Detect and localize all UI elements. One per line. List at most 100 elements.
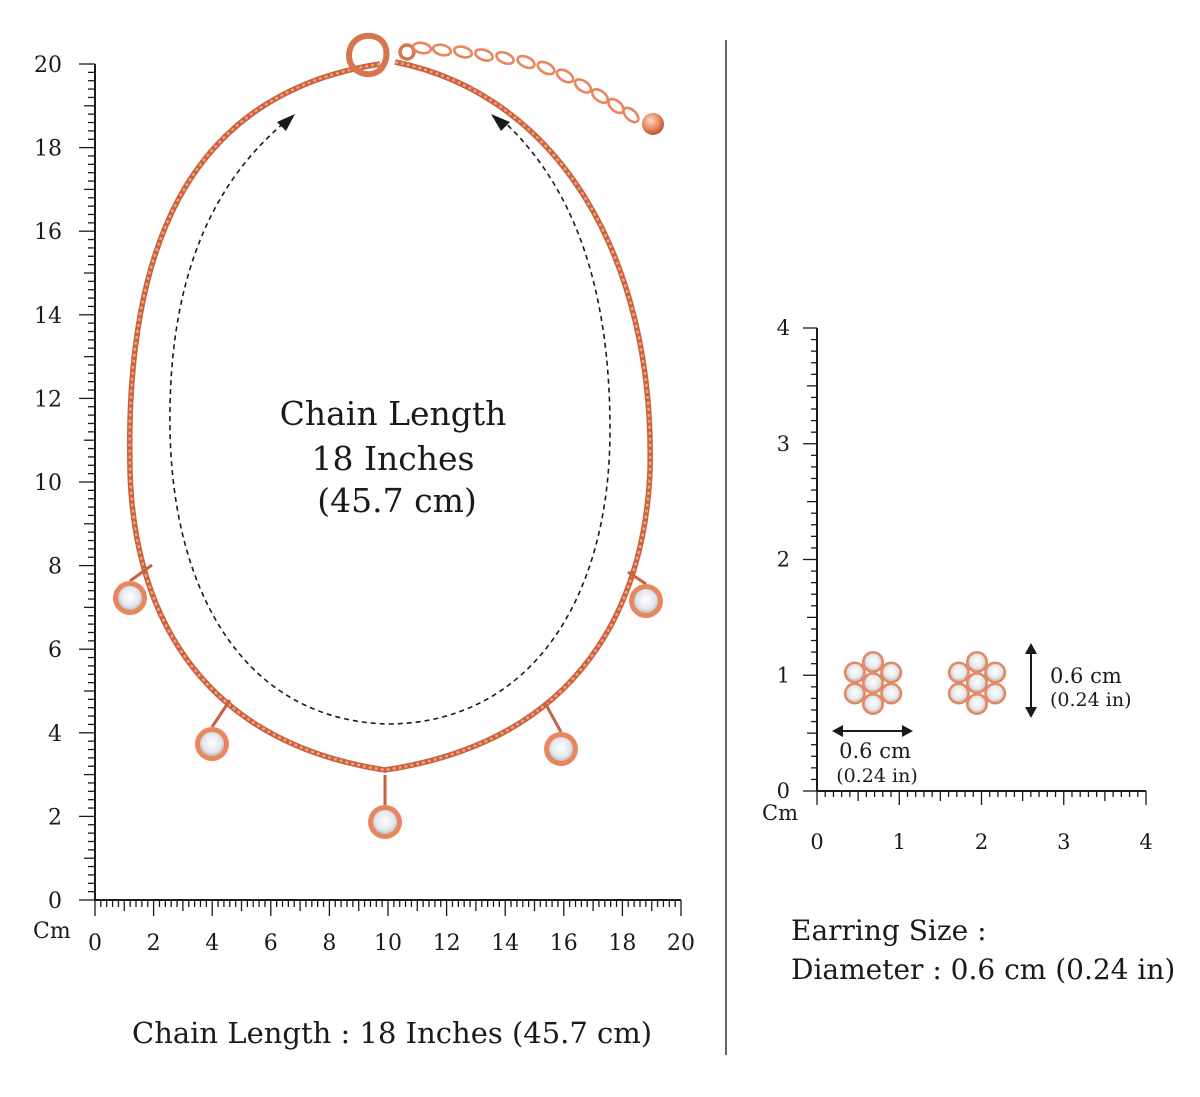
extension-chain-link: [411, 41, 433, 55]
earring-center-stone: [864, 674, 882, 692]
charm-stone: [118, 586, 142, 610]
extension-chain-link: [516, 54, 536, 70]
necklace-y-tick-label: 0: [48, 889, 62, 914]
necklace-y-tick-label: 16: [34, 220, 62, 245]
earring-width-in: (0.24 in): [836, 765, 917, 787]
earring-width-arrowhead-right: [902, 725, 913, 737]
earring-petal-stone: [986, 685, 1004, 702]
necklace-ruler-unit-label: Cm: [33, 919, 71, 944]
necklace-x-tick-label: 18: [608, 931, 636, 956]
charm-bail: [210, 699, 232, 728]
extension-chain-link: [474, 48, 494, 62]
necklace-y-tick-label: 8: [48, 555, 62, 580]
charm-stone: [373, 810, 397, 834]
necklace-y-tick-label: 14: [34, 304, 62, 329]
charm-bail: [627, 570, 647, 586]
necklace-x-tick-label: 20: [667, 931, 695, 956]
earring-x-tick-label: 2: [975, 830, 988, 854]
necklace-y-tick-label: 2: [48, 805, 62, 830]
earring-y-tick-label: 3: [777, 432, 790, 456]
earring-center-stone: [968, 674, 986, 692]
necklace-x-tick-label: 2: [147, 931, 161, 956]
charm-stone: [634, 589, 658, 613]
chain-length-label-line1: Chain Length: [280, 394, 507, 433]
earring-y-tick-label: 4: [777, 316, 790, 340]
necklace-y-tick-label: 4: [48, 722, 62, 747]
chain-length-label-line2: 18 Inches: [312, 439, 475, 478]
necklace-y-tick-label: 18: [34, 137, 62, 162]
earring-petal-stone: [846, 664, 864, 681]
earring-petal-stone: [864, 653, 882, 671]
earring-x-tick-label: 3: [1057, 830, 1070, 854]
charm-bail: [129, 563, 153, 583]
earring-ruler-y-ticks: 0 1 2 3 4: [777, 316, 817, 803]
earring-height-dimension: 0.6 cm (0.24 in): [1025, 643, 1131, 718]
earring-size-title: Earring Size :: [791, 914, 987, 947]
necklace-ruler-x-ticks: 0 2 4 6 8 10 12 14 16 18 20: [88, 900, 695, 956]
necklace-x-tick-label: 10: [374, 931, 402, 956]
earring-x-tick-label: 1: [893, 830, 906, 854]
necklace-x-tick-label: 6: [264, 931, 278, 956]
charm-stone: [200, 732, 224, 756]
earring-width-arrowhead-left: [832, 725, 843, 737]
extension-chain: [411, 41, 640, 124]
measurement-dashed-loop: [169, 117, 611, 725]
earring-petal-stone: [968, 695, 986, 713]
necklace-x-tick-label: 4: [205, 931, 219, 956]
necklace-ruler-y-ticks: 0 2 4 6 8 10 12 14 16 18 20: [34, 53, 95, 914]
chain-length-caption: Chain Length : 18 Inches (45.7 cm): [132, 1016, 653, 1050]
measurement-arrowhead-left: [277, 114, 295, 131]
necklace-y-tick-label: 20: [34, 53, 62, 78]
extension-chain-link: [555, 68, 575, 84]
extension-chain-link: [495, 50, 515, 66]
extension-chain-link: [622, 106, 640, 124]
necklace-chain: [126, 59, 653, 773]
extension-end-bead: [642, 113, 664, 135]
earring-width-dimension: 0.6 cm (0.24 in): [832, 725, 918, 787]
earring-ruler-unit-label: Cm: [762, 801, 798, 825]
necklace-ruler: 0 2 4 6 8 10 12 14 16 18 20 0 2 4 6 8 10 12 14 16 18 20 Cm: [33, 53, 695, 956]
charm-pendants: [113, 563, 663, 839]
earring-petal-stone: [950, 685, 968, 702]
necklace-x-tick-label: 16: [550, 931, 578, 956]
earring-height-in: (0.24 in): [1050, 689, 1131, 711]
flower-earring: [843, 651, 903, 715]
extension-chain-link: [452, 45, 474, 59]
earring-height-arrowhead-top: [1025, 643, 1037, 654]
clasp-ring: [398, 43, 416, 61]
earring-diameter-caption: Diameter : 0.6 cm (0.24 in): [791, 953, 1176, 986]
necklace-x-tick-label: 14: [491, 931, 519, 956]
extension-chain-link: [431, 43, 453, 57]
earring-petal-stone: [846, 685, 864, 702]
chain-length-label-line3: (45.7 cm): [317, 481, 477, 520]
flower-earrings: [843, 651, 1007, 715]
earring-petal-stone: [950, 664, 968, 681]
earring-x-tick-label: 4: [1139, 830, 1152, 854]
earring-y-tick-label: 0: [777, 779, 790, 803]
earring-x-tick-label: 0: [810, 830, 823, 854]
earring-petal-stone: [882, 664, 900, 681]
earring-width-cm: 0.6 cm: [839, 739, 911, 763]
necklace-x-tick-label: 12: [433, 931, 461, 956]
necklace-y-tick-label: 6: [48, 638, 62, 663]
earring-petal-stone: [864, 695, 882, 713]
necklace-y-tick-label: 10: [34, 471, 62, 496]
necklace-illustration: [113, 32, 664, 839]
necklace-x-tick-label: 0: [88, 931, 102, 956]
measurement-arrowhead-right: [491, 114, 510, 131]
earring-petal-stone: [968, 653, 986, 671]
earring-ruler-x-ticks: 0 1 2 3 4: [810, 791, 1153, 854]
charm-stone: [549, 737, 573, 761]
earring-ruler: 0 1 2 3 4 0 1 2 3 4 Cm: [762, 316, 1153, 854]
extension-chain-link: [573, 78, 593, 94]
extension-chain-link: [536, 60, 556, 76]
measurement-guide: [169, 114, 611, 725]
earring-petal-stone: [986, 664, 1004, 681]
earring-y-tick-label: 1: [777, 663, 790, 687]
earring-height-cm: 0.6 cm: [1050, 664, 1122, 688]
charm-bail: [543, 702, 563, 733]
earring-height-arrowhead-bottom: [1025, 707, 1037, 718]
earring-y-tick-label: 2: [777, 548, 790, 572]
necklace-y-tick-label: 12: [34, 387, 62, 412]
